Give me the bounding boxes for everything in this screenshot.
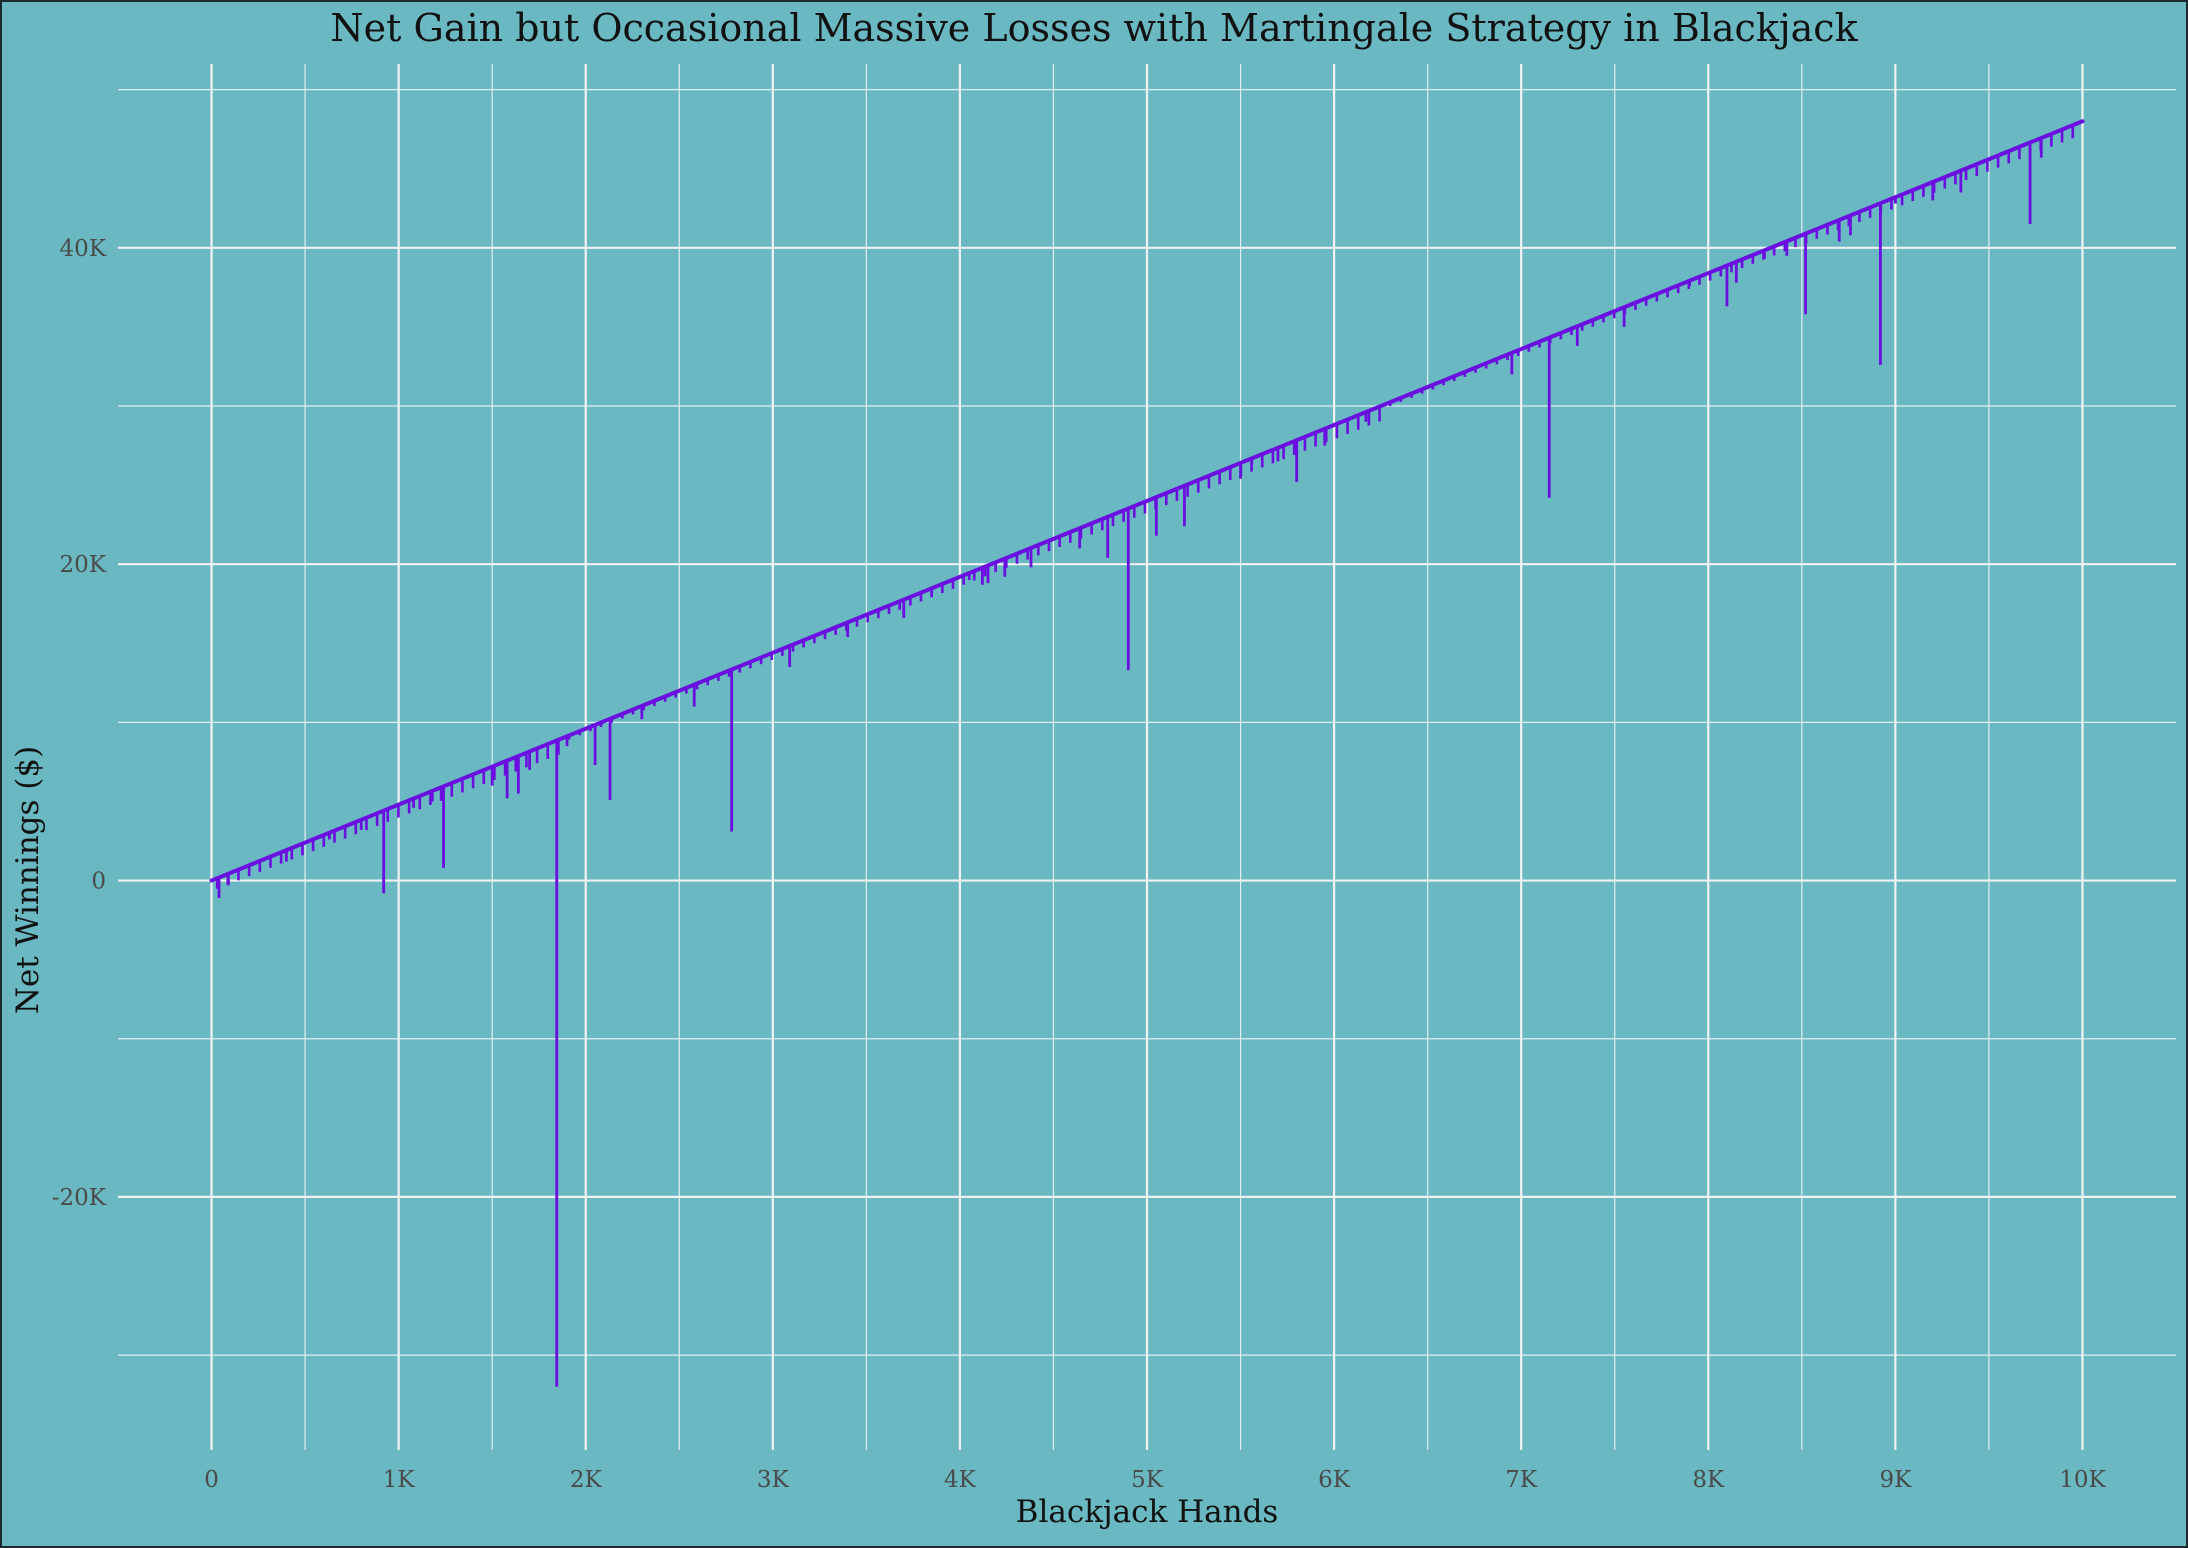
x-tick-label: 0 — [204, 1467, 219, 1493]
y-axis-ticks: -20K 0 20K 40K — [52, 236, 107, 1211]
x-tick-label: 5K — [1131, 1467, 1164, 1493]
y-tick-label: 0 — [91, 869, 106, 895]
y-tick-label: -20K — [52, 1185, 107, 1211]
x-axis-ticks: 0 1K 2K 3K 4K 5K 6K 7K 8K 9K 10K — [204, 1467, 2106, 1493]
loss-spikes — [215, 125, 2075, 1387]
x-tick-label: 4K — [944, 1467, 977, 1493]
x-tick-label: 2K — [570, 1467, 603, 1493]
series-line — [209, 119, 2085, 883]
x-tick-label: 10K — [2059, 1467, 2106, 1493]
x-tick-label: 9K — [1879, 1467, 1912, 1493]
y-tick-label: 40K — [60, 236, 107, 262]
x-tick-label: 1K — [383, 1467, 416, 1493]
major-gridlines — [118, 64, 2176, 1450]
x-axis-label: Blackjack Hands — [1015, 1494, 1279, 1530]
net-winnings-line — [209, 119, 2085, 883]
x-tick-label: 7K — [1505, 1467, 1538, 1493]
y-tick-label: 20K — [60, 552, 107, 578]
x-tick-label: 8K — [1692, 1467, 1725, 1493]
x-tick-label: 6K — [1318, 1467, 1351, 1493]
chart-title: Net Gain but Occasional Massive Losses w… — [330, 6, 1858, 50]
x-tick-label: 3K — [757, 1467, 790, 1493]
